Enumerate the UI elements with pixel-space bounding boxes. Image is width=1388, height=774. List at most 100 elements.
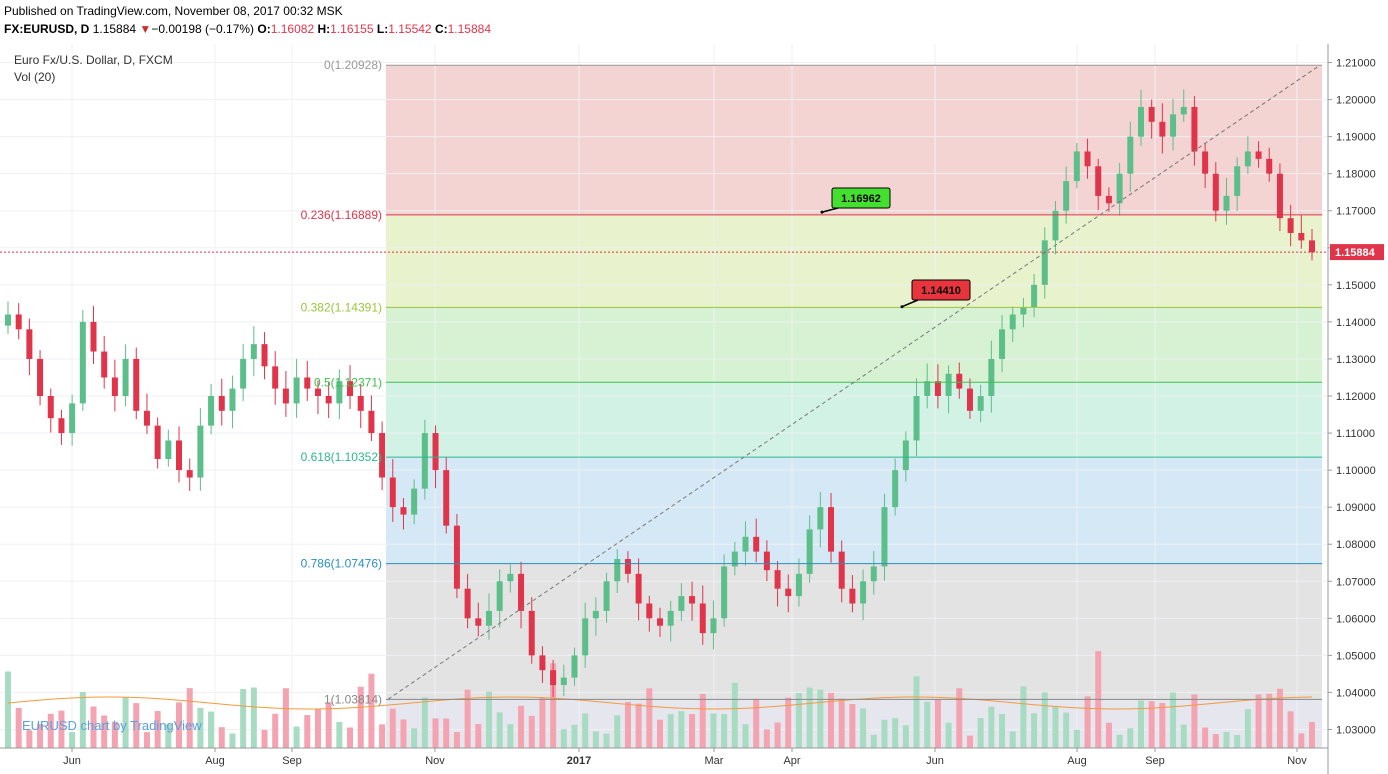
volume-bar xyxy=(860,708,867,748)
candle-body xyxy=(1041,240,1048,285)
y-tick-label: 1.06000 xyxy=(1336,613,1376,625)
volume-bar xyxy=(902,725,909,748)
volume-bar xyxy=(1298,733,1305,748)
candle-body xyxy=(229,388,236,411)
close-value: 1.15884 xyxy=(447,22,492,36)
candle-body xyxy=(15,314,22,330)
x-tick-label: Nov xyxy=(425,755,445,767)
x-tick-label: Aug xyxy=(1067,755,1087,767)
candle-body xyxy=(624,559,631,574)
candle-body xyxy=(1052,210,1059,241)
candle-body xyxy=(956,373,963,389)
candle-body xyxy=(1170,114,1177,137)
down-arrow-icon: ▼ xyxy=(139,22,152,36)
callout-pointer xyxy=(821,207,839,213)
candle-body xyxy=(1148,106,1155,122)
candle-body xyxy=(218,396,225,411)
candle-body xyxy=(1159,121,1166,137)
volume-bar xyxy=(721,714,728,748)
y-tick-label: 1.12000 xyxy=(1336,391,1376,403)
volume-bar xyxy=(1020,686,1027,748)
last-price-tag xyxy=(1330,244,1384,261)
volume-bar xyxy=(1212,734,1219,748)
candle-body xyxy=(250,344,257,359)
y-tick-label: 1.10000 xyxy=(1336,465,1376,477)
candle-body xyxy=(1276,173,1283,219)
volume-bar xyxy=(657,719,663,748)
candle-body xyxy=(721,566,728,619)
callout-anchor xyxy=(820,210,824,214)
volume-bar xyxy=(79,692,86,748)
volume-bar xyxy=(539,698,546,748)
volume-bar xyxy=(614,715,621,748)
volume-bar xyxy=(678,711,685,748)
volume-bar xyxy=(421,697,428,748)
candle-body xyxy=(432,433,439,471)
volume-bar xyxy=(731,682,738,748)
volume-bar xyxy=(1052,706,1059,748)
candle-body xyxy=(389,477,396,508)
x-tick-label: Jun xyxy=(926,755,944,767)
fib-level-label: 0(1.20928) xyxy=(324,58,382,72)
candle-body xyxy=(453,525,460,589)
volume-bar xyxy=(357,686,364,748)
candle-body xyxy=(496,581,503,611)
volume-bar xyxy=(272,713,279,748)
candle-body xyxy=(614,559,621,582)
candle-body xyxy=(475,618,482,626)
candle-body xyxy=(411,488,418,515)
candle-body xyxy=(1298,232,1305,241)
fib-zone xyxy=(386,214,1322,308)
volume-bar xyxy=(881,719,888,748)
y-tick-label: 1.11000 xyxy=(1336,428,1375,440)
volume-bar xyxy=(806,687,813,748)
volume-bar xyxy=(1202,727,1209,748)
candle-body xyxy=(539,655,546,671)
candle-body xyxy=(1309,240,1315,253)
candle-body xyxy=(186,470,193,478)
y-tick-label: 1.17000 xyxy=(1336,206,1376,218)
volume-bar xyxy=(1127,728,1134,748)
volume-bar xyxy=(1266,693,1273,748)
candle-body xyxy=(849,588,856,604)
price-chart[interactable]: 0(1.20928) 0.236(1.16889) 0.382(1.14391) 0.… xyxy=(0,44,1388,774)
candle-body xyxy=(1127,136,1134,174)
candle-body xyxy=(828,507,835,552)
candle-body xyxy=(603,581,610,611)
volume-bar xyxy=(1223,731,1230,748)
y-tick-label: 1.19000 xyxy=(1336,132,1376,144)
candle-body xyxy=(165,440,172,459)
volume-bar xyxy=(5,671,11,748)
candle-body xyxy=(742,536,749,552)
high-label: H: xyxy=(317,22,331,36)
candle-body xyxy=(1031,284,1038,308)
candle-body xyxy=(1287,218,1294,233)
volume-bar xyxy=(208,711,215,748)
fib-level-label: 0.786(1.07476) xyxy=(301,557,382,571)
fib-trend-line xyxy=(387,64,1321,700)
volume-bar xyxy=(1063,712,1070,748)
candle-body xyxy=(763,551,770,571)
volume-bar xyxy=(90,706,97,748)
legend-title: Euro Fx/U.S. Dollar, D, FXCM xyxy=(14,53,173,67)
candle-body xyxy=(421,433,428,489)
x-tick-label: Aug xyxy=(205,755,225,767)
volume-bar xyxy=(603,733,610,748)
candle-body xyxy=(806,529,813,574)
volume-bar xyxy=(934,699,941,748)
volume-bar xyxy=(667,714,674,748)
volume-bar xyxy=(250,687,257,748)
callout-pointer xyxy=(901,299,919,308)
candle-body xyxy=(1020,307,1027,315)
volume-bar xyxy=(1287,711,1294,748)
callout-box xyxy=(831,187,891,209)
y-tick-label: 1.21000 xyxy=(1336,58,1376,70)
volume-bar xyxy=(571,724,578,748)
volume-bar xyxy=(646,688,653,748)
callout-anchor xyxy=(900,305,904,309)
watermark: EURUSD chart by TradingView xyxy=(22,718,202,733)
fib-zone xyxy=(386,307,1322,383)
candle-body xyxy=(1212,173,1219,211)
volume-ma-line xyxy=(7,696,1313,710)
volume-bar xyxy=(689,714,696,748)
